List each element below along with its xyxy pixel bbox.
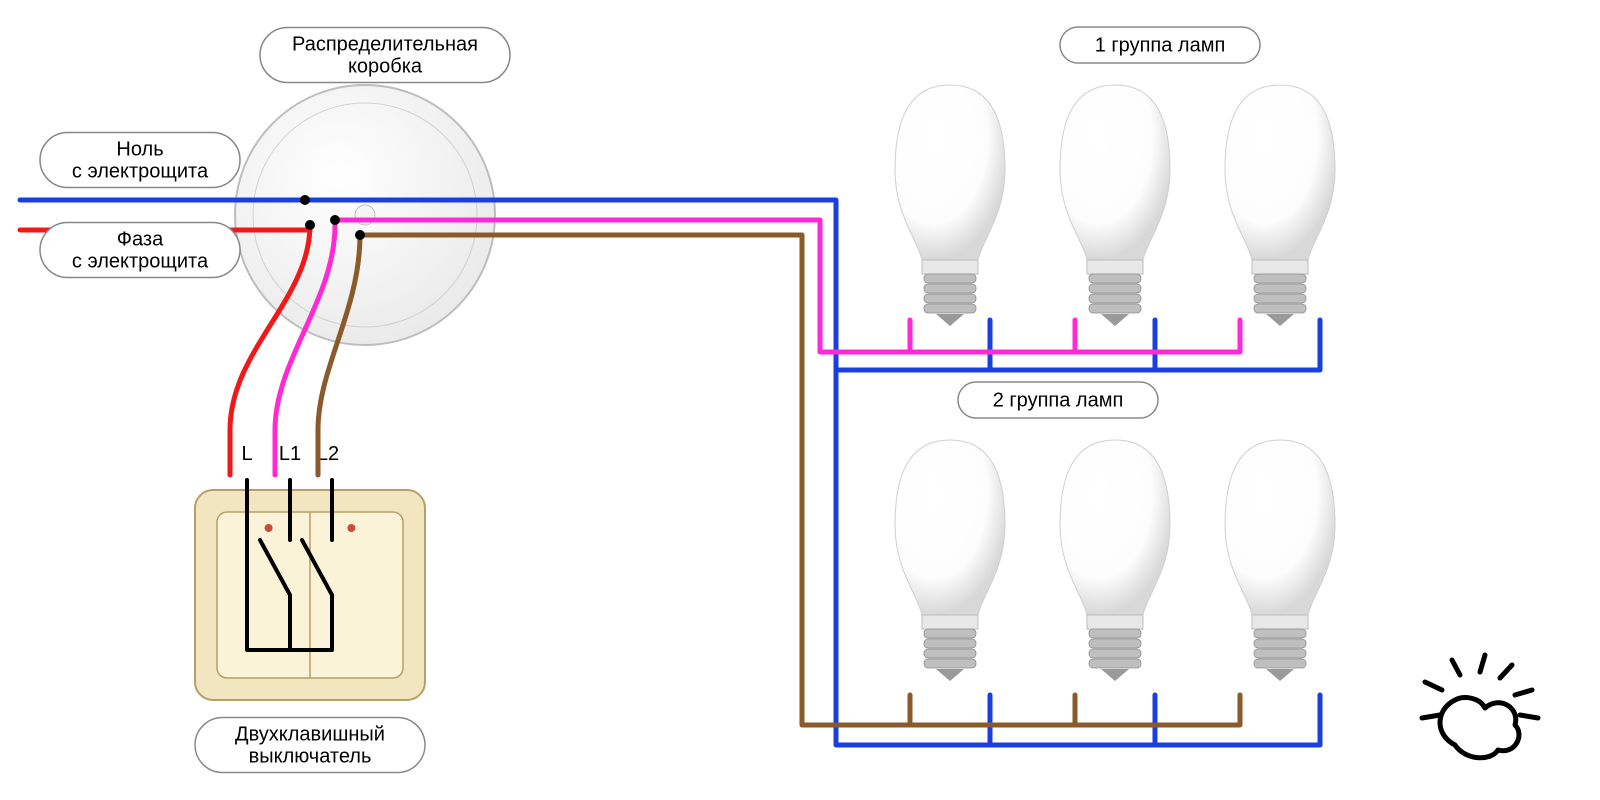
junction-dot (305, 220, 315, 230)
lamp-bulb (1225, 85, 1335, 326)
svg-text:Распределительная: Распределительная (292, 33, 478, 55)
svg-text:Двухклавишный: Двухклавишный (235, 723, 385, 745)
junction-dot (300, 195, 310, 205)
label-neutral: Нольс электрощита (40, 133, 240, 188)
label-group2: 2 группа ламп (958, 382, 1158, 418)
junction-dot (330, 215, 340, 225)
switch-terminal-label: L (241, 443, 252, 465)
lamp-bulb (1060, 440, 1170, 681)
svg-text:выключатель: выключатель (249, 745, 372, 767)
svg-text:с электрощита: с электрощита (72, 250, 209, 272)
junction-dot (355, 230, 365, 240)
label-switch: Двухклавишныйвыключатель (195, 718, 425, 773)
label-phase: Фазас электрощита (40, 223, 240, 278)
lamp-group-1 (895, 85, 1335, 326)
svg-text:коробка: коробка (348, 55, 423, 77)
lamp-bulb (895, 85, 1005, 326)
wiring-diagram: LL1L2РаспределительнаякоробкаНольс элект… (0, 0, 1600, 800)
svg-text:2 группа ламп: 2 группа ламп (993, 389, 1124, 411)
svg-text:Ноль: Ноль (116, 138, 163, 160)
label-junction-box: Распределительнаякоробка (260, 28, 510, 83)
lamp-bulb (1225, 440, 1335, 681)
lamp-bulb (1060, 85, 1170, 326)
double-rocker-switch (195, 490, 425, 700)
lamp-bulb (895, 440, 1005, 681)
switch-terminal-label: L1 (279, 443, 301, 465)
svg-text:1 группа ламп: 1 группа ламп (1095, 34, 1226, 56)
label-group1: 1 группа ламп (1060, 27, 1260, 63)
svg-text:Фаза: Фаза (117, 228, 164, 250)
svg-text:с электрощита: с электрощита (72, 160, 209, 182)
idea-icon (1422, 655, 1538, 758)
junction-box (235, 85, 495, 345)
lamp-group-2 (895, 440, 1335, 681)
